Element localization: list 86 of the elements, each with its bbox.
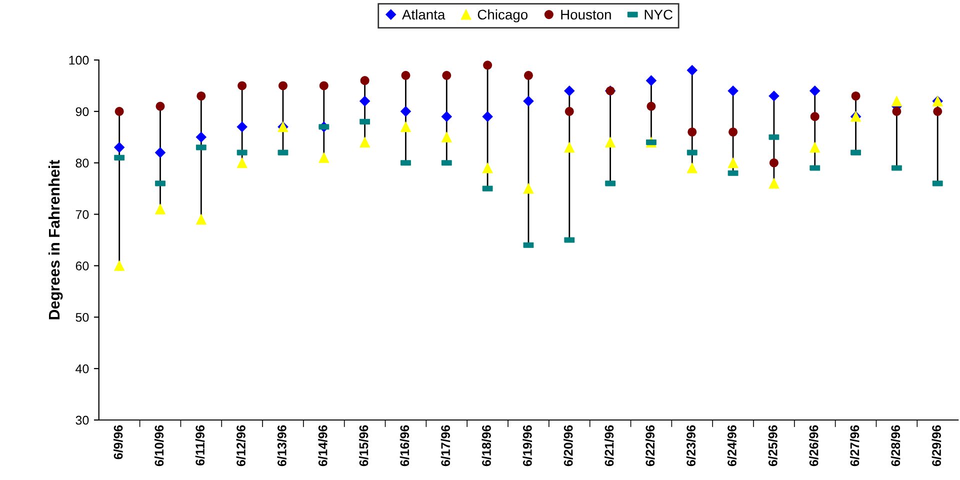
point [360, 76, 370, 86]
point [810, 86, 820, 96]
point [728, 127, 738, 137]
point [769, 158, 778, 168]
point [728, 86, 738, 96]
point [686, 162, 698, 174]
x-tick-label: 6/10/96 [154, 425, 164, 466]
point [114, 106, 124, 116]
legend-label: NYC [644, 10, 673, 20]
x-tick-label: 6/21/96 [604, 425, 614, 466]
x-tick-label: 6/20/96 [564, 425, 573, 466]
point [442, 70, 452, 80]
point [810, 142, 820, 153]
point [891, 96, 902, 106]
x-tick-label: 6/26/96 [809, 425, 818, 466]
point [686, 65, 698, 76]
point [523, 183, 534, 194]
point [483, 60, 492, 70]
x-tick-label: 6/14/96 [318, 425, 328, 466]
point [114, 260, 125, 271]
x-tick-label: 6/25/96 [768, 425, 778, 466]
x-tick-label: 6/17/96 [440, 425, 450, 466]
y-tick-label: 80 [76, 158, 89, 168]
point [238, 81, 247, 90]
point [728, 158, 738, 168]
x-tick-label: 6/29/96 [932, 425, 942, 466]
x-tick-label: 6/28/96 [890, 425, 900, 466]
legend-label: Houston [561, 10, 611, 20]
legend-label: Chicago [478, 9, 528, 22]
point [441, 111, 452, 122]
y-tick-label: 100 [69, 56, 89, 65]
x-tick-label: 6/18/96 [482, 425, 492, 466]
point [933, 106, 942, 116]
point [688, 127, 697, 137]
y-axis-title: Degrees in Fahrenheit [48, 160, 63, 320]
x-tick-label: 6/24/96 [727, 425, 737, 466]
x-tick-label: 6/27/96 [850, 425, 860, 466]
point [360, 137, 370, 148]
point [196, 91, 206, 101]
point [810, 112, 820, 122]
point [319, 81, 328, 90]
point [646, 102, 656, 111]
x-tick-label: 6/12/96 [236, 425, 246, 466]
point [564, 106, 574, 116]
point [524, 70, 533, 80]
point [564, 86, 575, 96]
point [482, 111, 493, 122]
y-tick-label: 30 [76, 416, 89, 425]
point [196, 132, 206, 142]
x-tick-label: 6/9/96 [114, 425, 123, 460]
y-tick-label: 70 [76, 210, 89, 219]
point [114, 142, 125, 153]
y-tick-label: 40 [76, 364, 89, 374]
point [236, 158, 248, 168]
point [156, 102, 165, 111]
point [768, 178, 780, 189]
point [441, 132, 452, 142]
point [605, 137, 616, 148]
point [768, 90, 780, 102]
point [400, 122, 411, 132]
legend-label: Atlanta [402, 9, 446, 20]
point [278, 81, 288, 90]
point [892, 106, 902, 116]
x-tick-label: 6/16/96 [400, 425, 410, 466]
x-tick-label: 6/23/96 [686, 425, 696, 466]
point [482, 162, 493, 174]
y-tick-label: 50 [76, 312, 89, 322]
x-tick-label: 6/13/96 [277, 425, 286, 466]
point [400, 106, 411, 117]
point [401, 70, 410, 80]
point [646, 75, 656, 86]
x-tick-label: 6/11/96 [195, 425, 205, 466]
y-tick-label: 60 [76, 262, 89, 270]
point [196, 214, 206, 225]
x-tick-label: 6/15/96 [358, 425, 368, 466]
x-tick-label: 6/22/96 [645, 425, 655, 466]
point [564, 142, 575, 153]
y-tick-label: 90 [76, 107, 89, 116]
point [360, 96, 370, 106]
point [318, 152, 330, 163]
point [523, 96, 534, 106]
point [851, 91, 860, 101]
x-tick-label: 6/19/96 [522, 425, 532, 466]
point [236, 122, 248, 132]
point [155, 204, 166, 214]
point [154, 147, 166, 158]
